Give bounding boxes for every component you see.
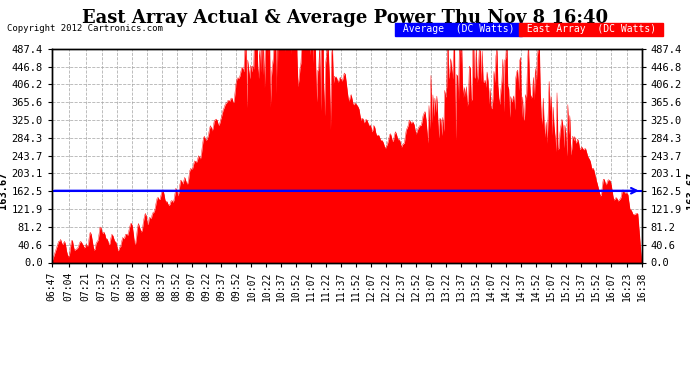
Text: Copyright 2012 Cartronics.com: Copyright 2012 Cartronics.com xyxy=(7,24,163,33)
Text: 163.67: 163.67 xyxy=(0,172,8,210)
Text: East Array  (DC Watts): East Array (DC Watts) xyxy=(521,24,662,34)
Text: 163.67: 163.67 xyxy=(686,172,690,210)
Text: Average  (DC Watts): Average (DC Watts) xyxy=(397,24,520,34)
Text: East Array Actual & Average Power Thu Nov 8 16:40: East Array Actual & Average Power Thu No… xyxy=(82,9,608,27)
